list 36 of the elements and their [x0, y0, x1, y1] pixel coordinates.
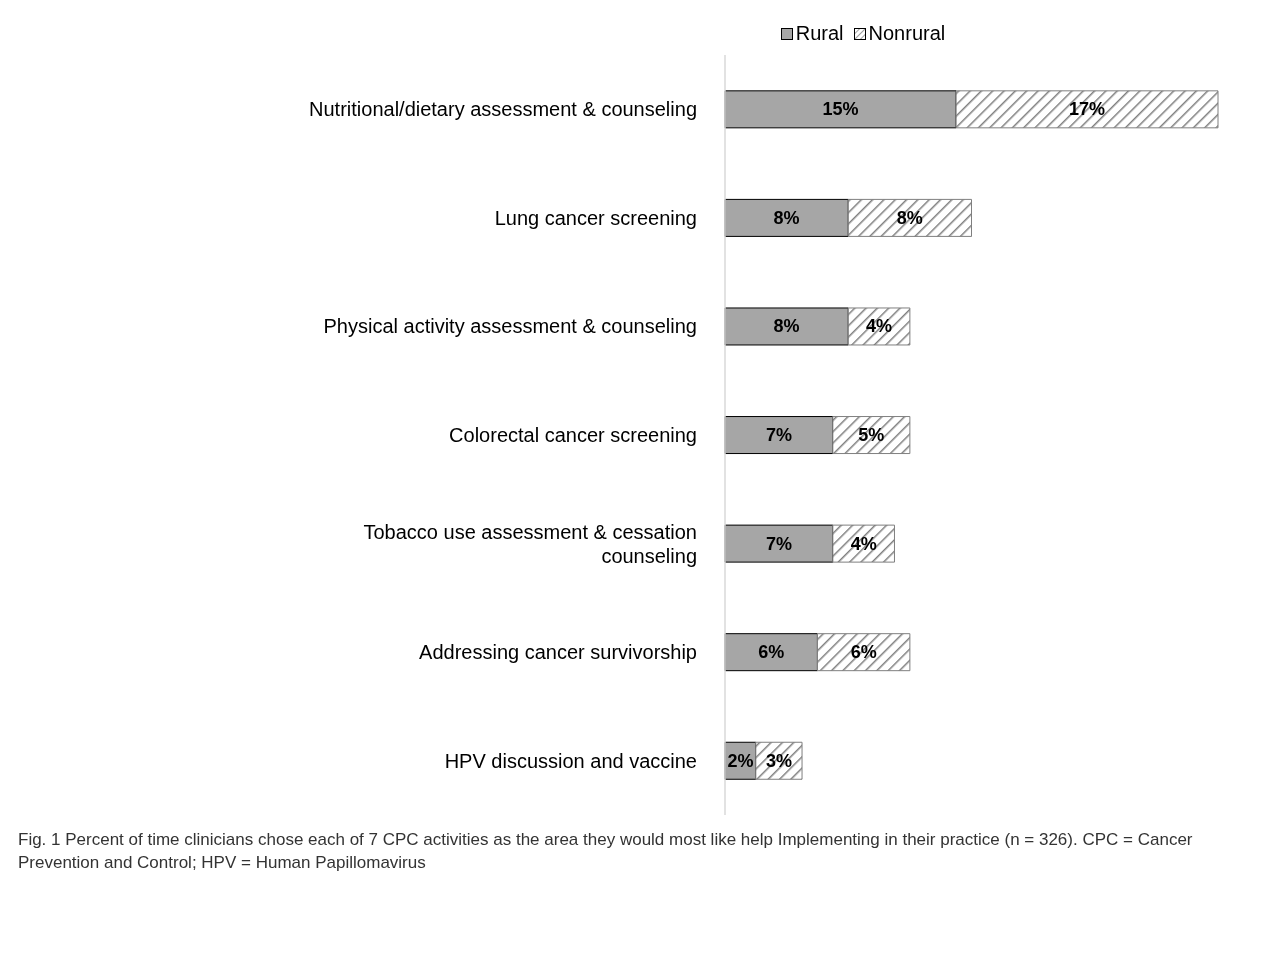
data-label: 4% [850, 533, 877, 554]
data-label: 3% [765, 750, 792, 771]
bar [832, 416, 911, 455]
bar [724, 524, 834, 563]
y-tick-label: HPV discussion and vaccine [444, 749, 697, 772]
data-label: 17% [1069, 99, 1106, 120]
data-label: 7% [765, 425, 792, 446]
y-tick-label: Addressing cancer survivorship [419, 641, 697, 664]
bar [832, 524, 895, 563]
caption: Fig. 1 Percent of time clinicians chose each of 7 CPC activities as the area they would most like help Implementing in their practice (n = 326). CPC = Cancer Prevention and Control; HPV = Human Papillomavirus [18, 829, 1194, 874]
data-label: 7% [765, 533, 792, 554]
y-tick-label: Physical activity assessment & counseling [323, 315, 697, 338]
text: Nonrural [867, 22, 946, 45]
bar [847, 307, 911, 346]
data-label: 8% [773, 316, 800, 337]
bar [847, 198, 972, 237]
bar [724, 416, 834, 455]
data-label: 15% [822, 99, 859, 120]
bar [724, 633, 818, 672]
y-tick-label: Nutritional/dietary assessment & counseling [309, 98, 697, 121]
bar [955, 90, 1219, 129]
data-label: 6% [758, 642, 785, 663]
data-label: 4% [866, 316, 893, 337]
y-tick-label: Colorectal cancer screening [449, 424, 697, 446]
data-label: 2% [727, 750, 754, 771]
data-label: 8% [896, 207, 923, 228]
legend-label: Rural [794, 22, 844, 45]
data-label: 6% [850, 642, 877, 663]
bar [724, 198, 849, 237]
data-label: 8% [773, 207, 800, 228]
y-tick-label: Tobacco use assessment & cessation counseling [363, 520, 697, 567]
bar [816, 633, 911, 672]
y-tick-label: Lung cancer screening [494, 206, 697, 229]
data-label: 5% [858, 425, 885, 446]
bar [724, 307, 849, 346]
bar [724, 90, 957, 129]
